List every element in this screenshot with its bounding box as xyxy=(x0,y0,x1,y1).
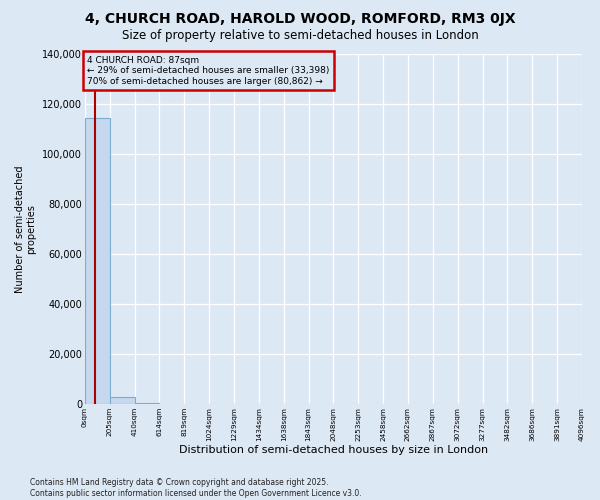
Text: Contains HM Land Registry data © Crown copyright and database right 2025.
Contai: Contains HM Land Registry data © Crown c… xyxy=(30,478,362,498)
Text: 4 CHURCH ROAD: 87sqm
← 29% of semi-detached houses are smaller (33,398)
70% of s: 4 CHURCH ROAD: 87sqm ← 29% of semi-detac… xyxy=(88,56,330,86)
Bar xyxy=(110,397,134,404)
Y-axis label: Number of semi-detached
properties: Number of semi-detached properties xyxy=(15,166,37,293)
X-axis label: Distribution of semi-detached houses by size in London: Distribution of semi-detached houses by … xyxy=(179,445,488,455)
Bar xyxy=(85,118,110,404)
Text: 4, CHURCH ROAD, HAROLD WOOD, ROMFORD, RM3 0JX: 4, CHURCH ROAD, HAROLD WOOD, ROMFORD, RM… xyxy=(85,12,515,26)
Bar xyxy=(134,403,160,404)
Text: Size of property relative to semi-detached houses in London: Size of property relative to semi-detach… xyxy=(122,29,478,42)
